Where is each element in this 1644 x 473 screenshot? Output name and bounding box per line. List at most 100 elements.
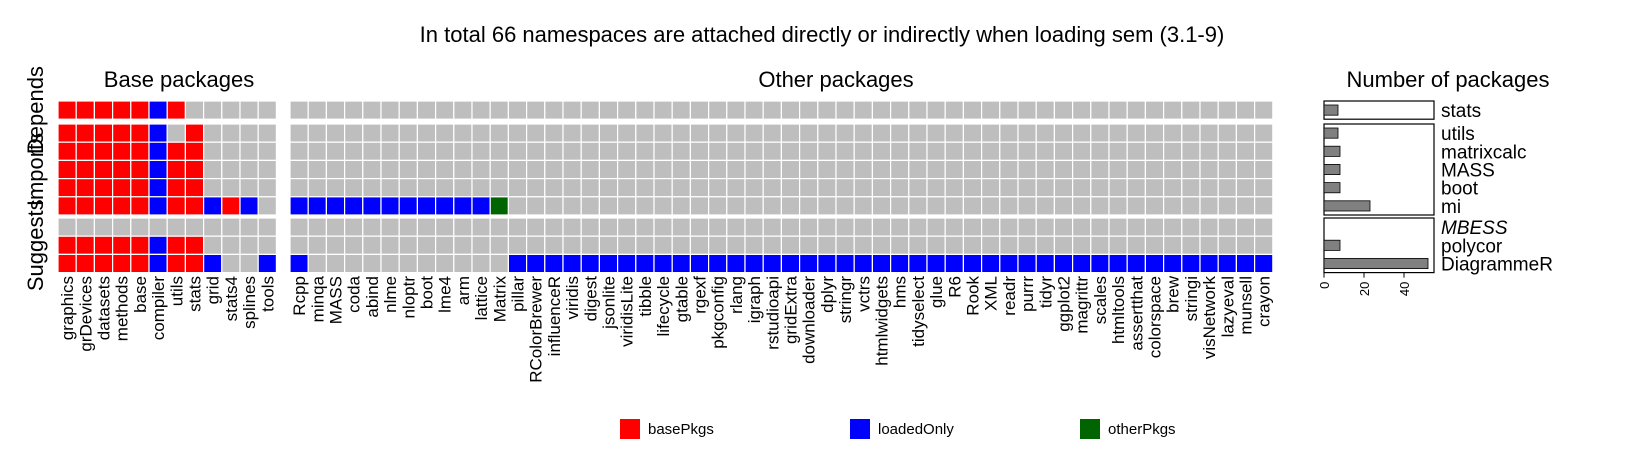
row-group-label-suggests: Suggests xyxy=(23,199,48,291)
bar-DiagrammeR xyxy=(1323,257,1429,269)
cell-mi-Matrix xyxy=(489,196,510,216)
cell-MBESS-lme4 xyxy=(435,217,455,237)
cell-polycor-assertthat xyxy=(1126,235,1146,255)
cell-boot-datasets xyxy=(93,178,114,198)
cell-MBESS-vctrs xyxy=(853,217,874,237)
cell-boot-pillar xyxy=(507,178,528,198)
cell-utils-ggplot2 xyxy=(1053,123,1074,143)
cell-boot-Rcpp xyxy=(289,178,309,198)
cell-mi-colorspace xyxy=(1144,196,1165,216)
base-pkg-label-methods: methods xyxy=(113,276,132,341)
row-label-matrixcalc: matrixcalc xyxy=(1441,142,1527,163)
cell-MASS-gtable xyxy=(671,159,692,180)
cell-MBESS-gridExtra xyxy=(780,217,801,237)
cell-matrixcalc-datasets xyxy=(93,141,114,161)
cell-matrixcalc-readr xyxy=(999,141,1019,161)
cell-utils-assertthat xyxy=(1126,123,1146,143)
cell-matrixcalc-lme4 xyxy=(435,141,455,161)
cell-utils-dplyr xyxy=(817,123,837,143)
cell-MBESS-brew xyxy=(1162,217,1183,237)
cell-boot-stringi xyxy=(1181,178,1201,198)
cell-MASS-vctrs xyxy=(853,159,874,180)
cell-MASS-rgexf xyxy=(689,159,710,180)
cell-stats-minqa xyxy=(307,100,328,120)
cell-MASS-viridisLite xyxy=(616,159,637,180)
cell-DiagrammeR-htmltools xyxy=(1108,253,1128,274)
cell-stats-utils xyxy=(166,100,186,120)
cell-MBESS-minqa xyxy=(307,217,328,237)
cell-utils-viridisLite xyxy=(616,123,637,143)
cell-utils-boot xyxy=(416,123,437,143)
cell-MASS-downloader xyxy=(798,159,819,180)
cell-DiagrammeR-hms xyxy=(889,253,910,274)
cell-mi-influenceR xyxy=(544,196,564,216)
cell-matrixcalc-lifecycle xyxy=(653,141,673,161)
other-pkg-label-rstudioapi: rstudioapi xyxy=(763,276,782,350)
other-pkg-label-ggplot2: ggplot2 xyxy=(1055,276,1074,332)
cell-MASS-coda xyxy=(344,159,364,180)
cell-polycor-grDevices xyxy=(75,235,95,255)
cell-matrixcalc-coda xyxy=(344,141,364,161)
cell-matrixcalc-graphics xyxy=(57,141,77,161)
cell-boot-tibble xyxy=(635,178,655,198)
cell-mi-stats xyxy=(184,196,205,216)
cell-MBESS-RColorBrewer xyxy=(525,217,546,237)
legend-swatch-loadedOnly xyxy=(850,419,870,439)
cell-mi-pkgconfig xyxy=(707,196,728,216)
cell-DiagrammeR-base xyxy=(130,253,150,274)
cell-mi-datasets xyxy=(93,196,114,216)
cell-MBESS-jsonlite xyxy=(598,217,619,237)
cell-utils-XML xyxy=(980,123,1001,143)
row-label-utils: utils xyxy=(1441,124,1475,145)
cell-DiagrammeR-grid xyxy=(203,253,223,274)
cell-matrixcalc-igraph xyxy=(744,141,764,161)
cell-mi-rstudioapi xyxy=(762,196,783,216)
cell-polycor-scales xyxy=(1090,235,1110,255)
cell-polycor-colorspace xyxy=(1144,235,1165,255)
cell-matrixcalc-minqa xyxy=(307,141,328,161)
cell-polycor-stats4 xyxy=(221,235,241,255)
bar-axis-label-40: 40 xyxy=(1397,282,1412,296)
cell-utils-vctrs xyxy=(853,123,874,143)
cell-boot-stats4 xyxy=(221,178,241,198)
cell-matrixcalc-viridis xyxy=(562,141,582,161)
cell-DiagrammeR-methods xyxy=(111,253,132,274)
cell-MASS-pkgconfig xyxy=(707,159,728,180)
cell-utils-minqa xyxy=(307,123,328,143)
cell-stats-pkgconfig xyxy=(707,100,728,120)
cell-MBESS-rstudioapi xyxy=(762,217,783,237)
other-pkg-label-arm: arm xyxy=(454,276,473,305)
cell-matrixcalc-pillar xyxy=(507,141,528,161)
cell-MBESS-glue xyxy=(926,217,946,237)
cell-matrixcalc-magrittr xyxy=(1071,141,1092,161)
cell-boot-hms xyxy=(889,178,910,198)
cell-MASS-stats4 xyxy=(221,159,241,180)
cell-utils-Rcpp xyxy=(289,123,309,143)
cell-utils-methods xyxy=(111,123,132,143)
cell-DiagrammeR-utils xyxy=(166,253,186,274)
other-pkg-label-downloader: downloader xyxy=(800,276,819,364)
cell-stats-compiler xyxy=(148,100,168,120)
cell-boot-nlme xyxy=(380,178,400,198)
cell-stats-viridis xyxy=(562,100,582,120)
cell-stats-magrittr xyxy=(1071,100,1092,120)
cell-stats-splines xyxy=(239,100,259,120)
cell-MBESS-stats xyxy=(184,217,205,237)
cell-utils-htmltools xyxy=(1108,123,1128,143)
cell-utils-scales xyxy=(1090,123,1110,143)
cell-mi-glue xyxy=(926,196,946,216)
row-label-mi: mi xyxy=(1441,197,1461,218)
cell-polycor-glue xyxy=(926,235,946,255)
cell-MASS-Matrix xyxy=(489,159,510,180)
cell-matrixcalc-boot xyxy=(416,141,437,161)
cell-DiagrammeR-RColorBrewer xyxy=(525,253,546,274)
other-pkg-label-viridisLite: viridisLite xyxy=(618,276,637,347)
cell-DiagrammeR-datasets xyxy=(93,253,114,274)
cell-stats-gridExtra xyxy=(780,100,801,120)
bar-axis-label-20: 20 xyxy=(1357,282,1372,296)
cell-polycor-stats xyxy=(184,235,205,255)
cell-DiagrammeR-dplyr xyxy=(817,253,837,274)
cell-stats-lattice xyxy=(471,100,491,120)
cell-stats-lifecycle xyxy=(653,100,673,120)
cell-matrixcalc-influenceR xyxy=(544,141,564,161)
